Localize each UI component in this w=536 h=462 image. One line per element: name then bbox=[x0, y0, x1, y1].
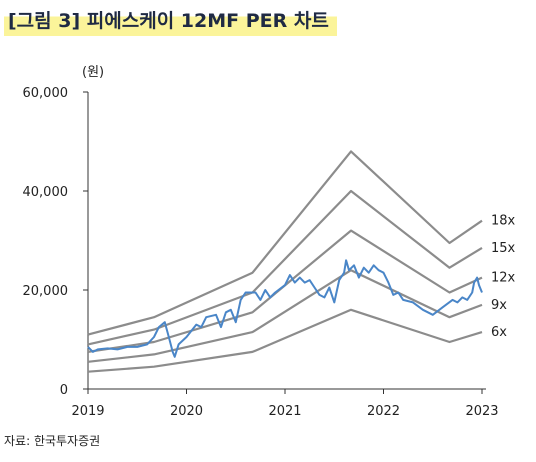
y-tick-label: 60,000 bbox=[23, 86, 69, 101]
x-tick-label: 2019 bbox=[71, 404, 104, 419]
price-line bbox=[87, 259, 483, 358]
axes bbox=[87, 92, 486, 390]
y-axis-unit: (원) bbox=[82, 65, 104, 80]
x-tick-label: 2021 bbox=[268, 404, 301, 419]
y-tick-label: 0 bbox=[60, 383, 68, 398]
band-line-15x bbox=[87, 189, 483, 346]
band-label-9x: 9x bbox=[491, 298, 507, 313]
figure-title: [그림 3] 피에스케이 12MF PER 차트 bbox=[4, 6, 337, 36]
band-label-12x: 12x bbox=[491, 271, 516, 286]
band-line-12x bbox=[87, 229, 483, 353]
x-tick-label: 2020 bbox=[170, 404, 203, 419]
band-label-18x: 18x bbox=[491, 214, 516, 229]
band-line-18x bbox=[87, 150, 483, 336]
source-note: 자료: 한국투자증권 bbox=[4, 434, 101, 448]
x-tick-label: 2023 bbox=[465, 404, 498, 419]
band-label-6x: 6x bbox=[491, 325, 507, 340]
band-line-6x bbox=[87, 308, 483, 373]
band-label-15x: 15x bbox=[491, 241, 516, 256]
y-tick-label: 20,000 bbox=[23, 284, 69, 299]
y-tick-label: 40,000 bbox=[23, 185, 69, 200]
band-line-9x bbox=[87, 269, 483, 363]
x-tick-label: 2022 bbox=[367, 404, 400, 419]
